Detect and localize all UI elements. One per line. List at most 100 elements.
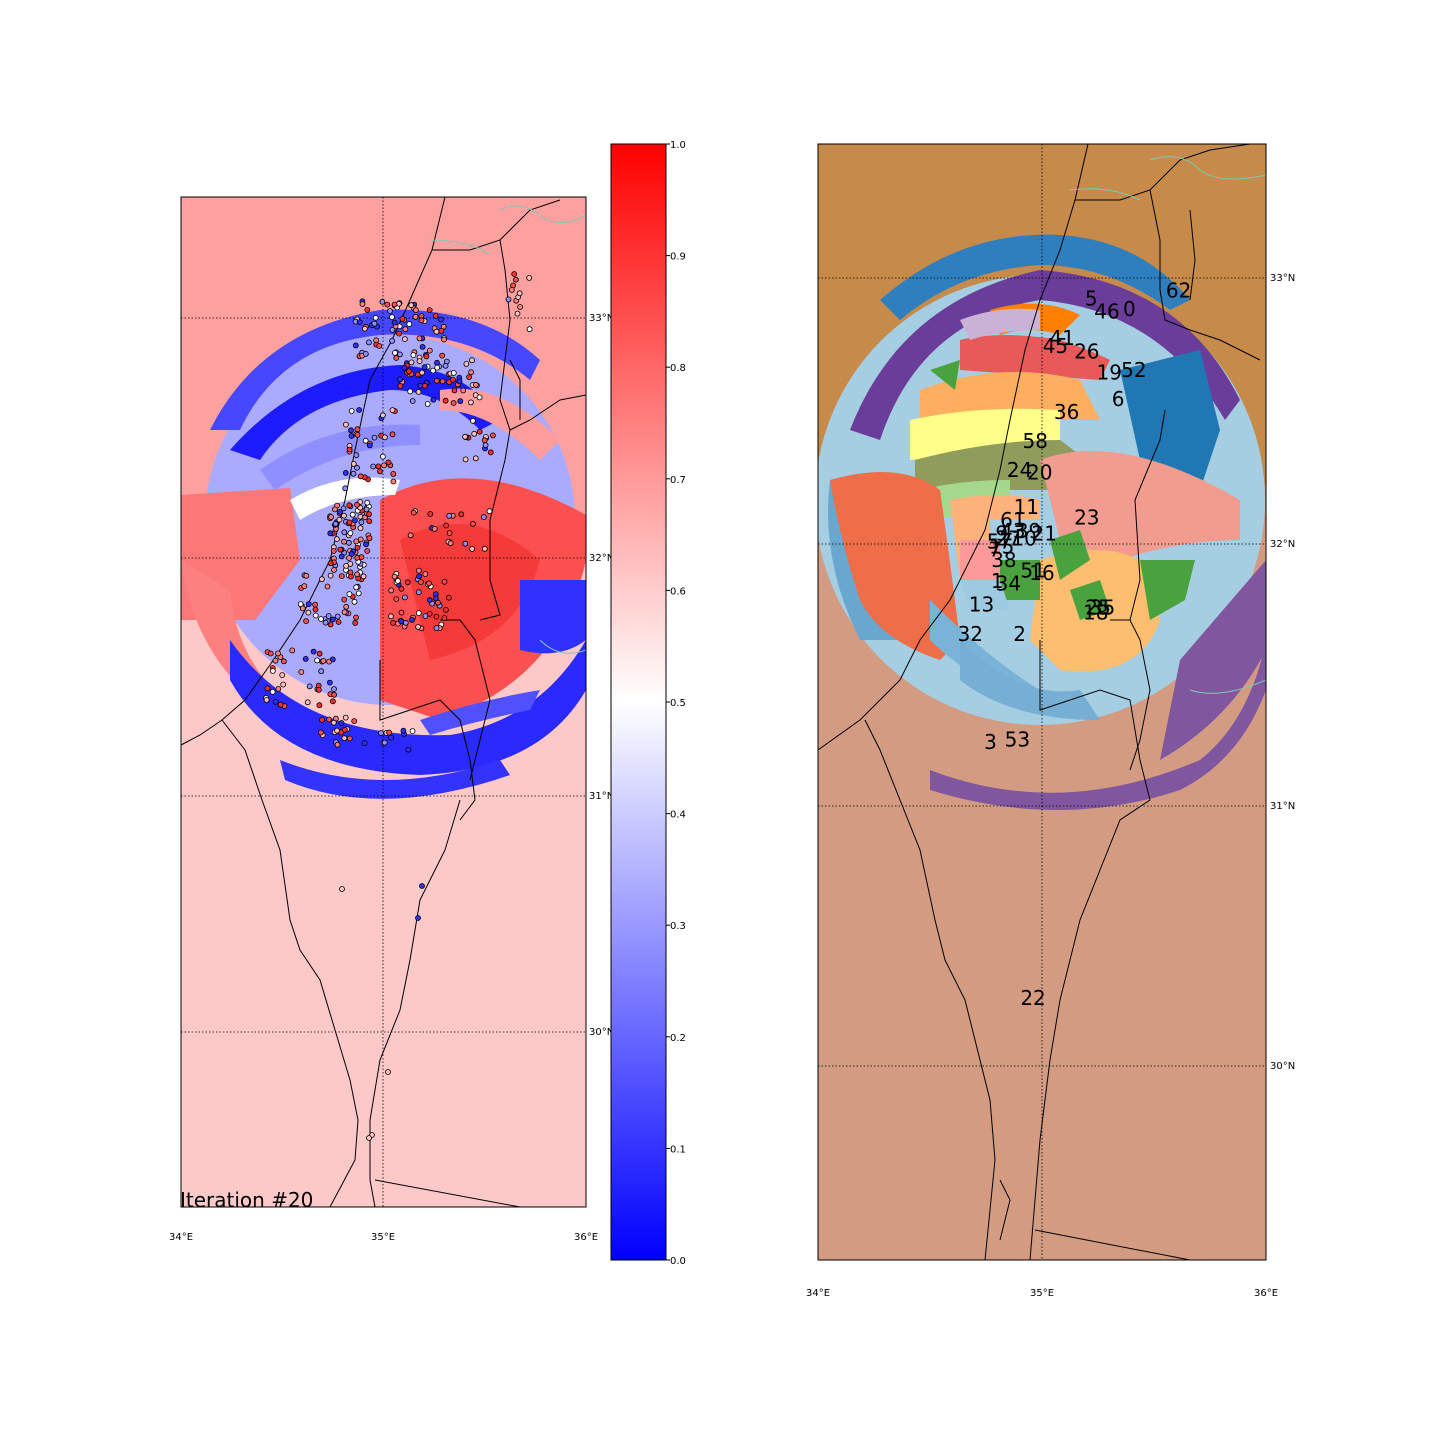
station-point bbox=[318, 576, 325, 583]
station-point bbox=[417, 382, 424, 389]
station-point bbox=[364, 306, 371, 313]
colorbar-tick-label: 0.2 bbox=[670, 1033, 686, 1044]
station-point bbox=[371, 320, 378, 327]
station-point bbox=[389, 326, 396, 333]
station-point bbox=[305, 601, 312, 607]
station-point bbox=[316, 702, 323, 709]
station-point bbox=[363, 541, 369, 548]
station-point bbox=[289, 647, 296, 654]
station-point bbox=[422, 571, 429, 577]
station-point bbox=[316, 650, 323, 657]
station-point bbox=[442, 607, 449, 613]
cluster-label: 9 bbox=[995, 521, 1008, 545]
colorbar-tick-label: 0.3 bbox=[670, 921, 686, 932]
station-point bbox=[372, 314, 379, 321]
station-point bbox=[342, 421, 349, 428]
station-point bbox=[462, 540, 469, 547]
station-point bbox=[516, 290, 523, 297]
colorbar-tick-label: 0.9 bbox=[670, 252, 686, 263]
station-point bbox=[312, 606, 319, 613]
station-point bbox=[371, 434, 378, 441]
station-point bbox=[441, 578, 448, 585]
station-point bbox=[415, 589, 422, 596]
station-point bbox=[364, 548, 371, 554]
station-point bbox=[379, 298, 386, 305]
station-point bbox=[418, 317, 425, 324]
station-point bbox=[462, 433, 469, 440]
station-point bbox=[433, 613, 440, 620]
station-point bbox=[328, 514, 335, 520]
cluster-label: 2 bbox=[1013, 622, 1026, 646]
station-point bbox=[426, 580, 432, 587]
station-point bbox=[426, 597, 433, 603]
station-point bbox=[362, 350, 369, 357]
station-point bbox=[360, 573, 367, 580]
cluster-label: 39 bbox=[1016, 519, 1041, 543]
cluster-label: 22 bbox=[1020, 986, 1045, 1010]
station-point bbox=[349, 511, 356, 518]
left-lat-tick: 31°N bbox=[589, 791, 614, 802]
station-point bbox=[320, 658, 327, 664]
station-point bbox=[419, 883, 425, 889]
station-point bbox=[426, 307, 433, 314]
station-point bbox=[318, 668, 325, 675]
left-map-rivers bbox=[429, 205, 586, 654]
station-point bbox=[432, 312, 439, 319]
station-point bbox=[393, 596, 400, 602]
colorbar-tick-label: 0.0 bbox=[670, 1256, 686, 1267]
station-point bbox=[438, 327, 445, 334]
cluster-label: 13 bbox=[969, 593, 994, 617]
station-point bbox=[317, 729, 324, 736]
station-point bbox=[401, 336, 408, 343]
station-point bbox=[513, 276, 519, 283]
station-point bbox=[409, 728, 416, 734]
station-point bbox=[391, 319, 398, 326]
station-point bbox=[422, 613, 429, 619]
station-point bbox=[408, 302, 415, 309]
station-point bbox=[419, 343, 426, 350]
station-point bbox=[263, 697, 270, 703]
station-point bbox=[357, 525, 364, 531]
station-point bbox=[348, 551, 355, 557]
station-point bbox=[306, 683, 313, 690]
station-point bbox=[388, 613, 394, 620]
right-map-frame bbox=[817, 143, 1267, 1261]
station-point bbox=[482, 442, 489, 449]
station-point bbox=[466, 374, 473, 381]
station-point bbox=[388, 587, 395, 594]
station-point bbox=[336, 516, 343, 523]
station-point bbox=[322, 619, 329, 626]
station-point bbox=[376, 343, 383, 349]
station-point bbox=[472, 381, 479, 388]
left-lon-tick: 34°E bbox=[169, 1232, 193, 1243]
station-point bbox=[424, 400, 431, 407]
cluster-label: 58 bbox=[1023, 429, 1048, 453]
station-point bbox=[366, 511, 372, 518]
station-point bbox=[419, 369, 426, 376]
station-point bbox=[394, 578, 401, 584]
left-map: 34°E 35°E 36°E 33°N 32°N 31°N 30°N Itera… bbox=[169, 196, 614, 1243]
station-point bbox=[442, 362, 449, 369]
station-point bbox=[456, 378, 463, 385]
station-point bbox=[341, 726, 348, 733]
left-lat-tick: 33°N bbox=[589, 313, 614, 324]
station-point bbox=[329, 656, 336, 663]
station-point bbox=[446, 530, 453, 536]
station-point bbox=[348, 433, 355, 439]
cluster-label: 11 bbox=[1014, 495, 1039, 519]
cluster-label: 38 bbox=[991, 548, 1016, 572]
station-point bbox=[415, 915, 421, 921]
station-point bbox=[329, 698, 336, 705]
right-lat-tick: 32°N bbox=[1270, 539, 1295, 550]
right-map-graticule bbox=[818, 144, 1266, 1260]
right-map-borders bbox=[818, 144, 1261, 1260]
station-point bbox=[363, 506, 370, 513]
station-point bbox=[333, 536, 340, 542]
station-point bbox=[341, 529, 348, 536]
station-point bbox=[331, 506, 338, 513]
station-point bbox=[378, 730, 384, 736]
station-point bbox=[423, 353, 430, 360]
station-point bbox=[332, 520, 339, 527]
station-point bbox=[427, 511, 434, 517]
